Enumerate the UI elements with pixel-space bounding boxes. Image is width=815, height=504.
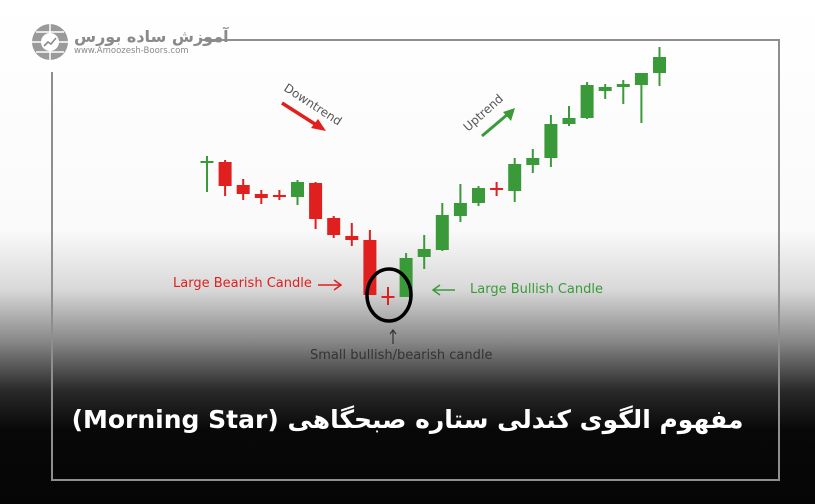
bullish-candle bbox=[291, 180, 304, 205]
bullish-candle bbox=[435, 203, 449, 251]
candle-body bbox=[309, 183, 323, 219]
candle-body bbox=[598, 87, 612, 91]
candle-body bbox=[291, 182, 304, 197]
logo-name: آموزش ساده بورس bbox=[74, 26, 229, 46]
candle-body bbox=[472, 188, 485, 203]
bullish-candle bbox=[653, 47, 666, 86]
bullish-candle bbox=[616, 80, 630, 104]
candle-body bbox=[490, 188, 504, 190]
bullish-candle bbox=[472, 186, 485, 206]
logo: آموزش ساده بورس www.Amoozesh-Boors.com bbox=[30, 22, 229, 62]
candle-body bbox=[544, 124, 558, 158]
candle-body bbox=[327, 218, 341, 235]
candle-body bbox=[345, 236, 359, 240]
doji-candle bbox=[272, 190, 286, 200]
candle-body bbox=[272, 195, 286, 197]
candle-body bbox=[417, 249, 431, 257]
highlight-circle bbox=[365, 267, 413, 323]
frame-bottom-line bbox=[52, 479, 780, 481]
bearish-candle bbox=[327, 216, 341, 238]
bullish-candle bbox=[580, 82, 594, 119]
candle-body bbox=[363, 240, 377, 295]
frame-right-line bbox=[778, 39, 780, 481]
page-title: مفهوم الگوی کندلی ستاره صبحگاهی (Morning… bbox=[71, 405, 744, 434]
candle-body bbox=[254, 194, 268, 198]
candle-body bbox=[653, 57, 666, 73]
doji-candle bbox=[381, 287, 395, 305]
doji-candle bbox=[490, 182, 504, 196]
candle-body bbox=[562, 118, 576, 124]
bullish-candle bbox=[544, 115, 558, 167]
logo-url: www.Amoozesh-Boors.com bbox=[74, 45, 189, 56]
frame-left-line bbox=[51, 72, 53, 481]
candle-body bbox=[200, 161, 214, 163]
candle-body bbox=[236, 185, 250, 194]
candle-body bbox=[218, 162, 232, 186]
candle-body bbox=[526, 158, 540, 165]
globe-chart-icon bbox=[32, 24, 68, 60]
bullish-candle bbox=[598, 84, 612, 99]
bearish-pointer-arrow bbox=[318, 279, 343, 291]
bullish-candle bbox=[508, 158, 522, 202]
candle-body bbox=[508, 164, 522, 191]
candle-body bbox=[634, 73, 648, 85]
candle-body bbox=[453, 203, 467, 216]
bearish-candle bbox=[254, 190, 268, 204]
candle-body bbox=[435, 215, 449, 250]
small-candle-pointer-arrow bbox=[389, 329, 397, 344]
bullish-candle bbox=[562, 106, 576, 126]
candle-body bbox=[616, 84, 630, 87]
frame-top-line bbox=[200, 39, 780, 41]
large-bullish-candle-label: Large Bullish Candle bbox=[470, 282, 603, 297]
large-bearish-candle-label: Large Bearish Candle bbox=[173, 276, 312, 291]
bearish-candle bbox=[236, 179, 250, 200]
bearish-candle bbox=[345, 223, 359, 246]
bullish-pointer-arrow bbox=[431, 284, 455, 296]
bullish-candle bbox=[453, 184, 467, 222]
bearish-candle bbox=[309, 182, 323, 229]
bullish-candle bbox=[526, 149, 540, 173]
uptrend-label: Uptrend bbox=[461, 91, 506, 134]
small-candle-label: Small bullish/bearish candle bbox=[310, 348, 493, 363]
uptrend-arrow bbox=[481, 108, 515, 138]
bullish-candle bbox=[634, 73, 648, 123]
doji-candle bbox=[200, 156, 214, 192]
bullish-candle bbox=[417, 235, 431, 269]
candle-body bbox=[381, 296, 395, 298]
candle-body bbox=[580, 85, 594, 118]
downtrend-arrow bbox=[281, 101, 326, 131]
bearish-candle bbox=[218, 160, 232, 196]
